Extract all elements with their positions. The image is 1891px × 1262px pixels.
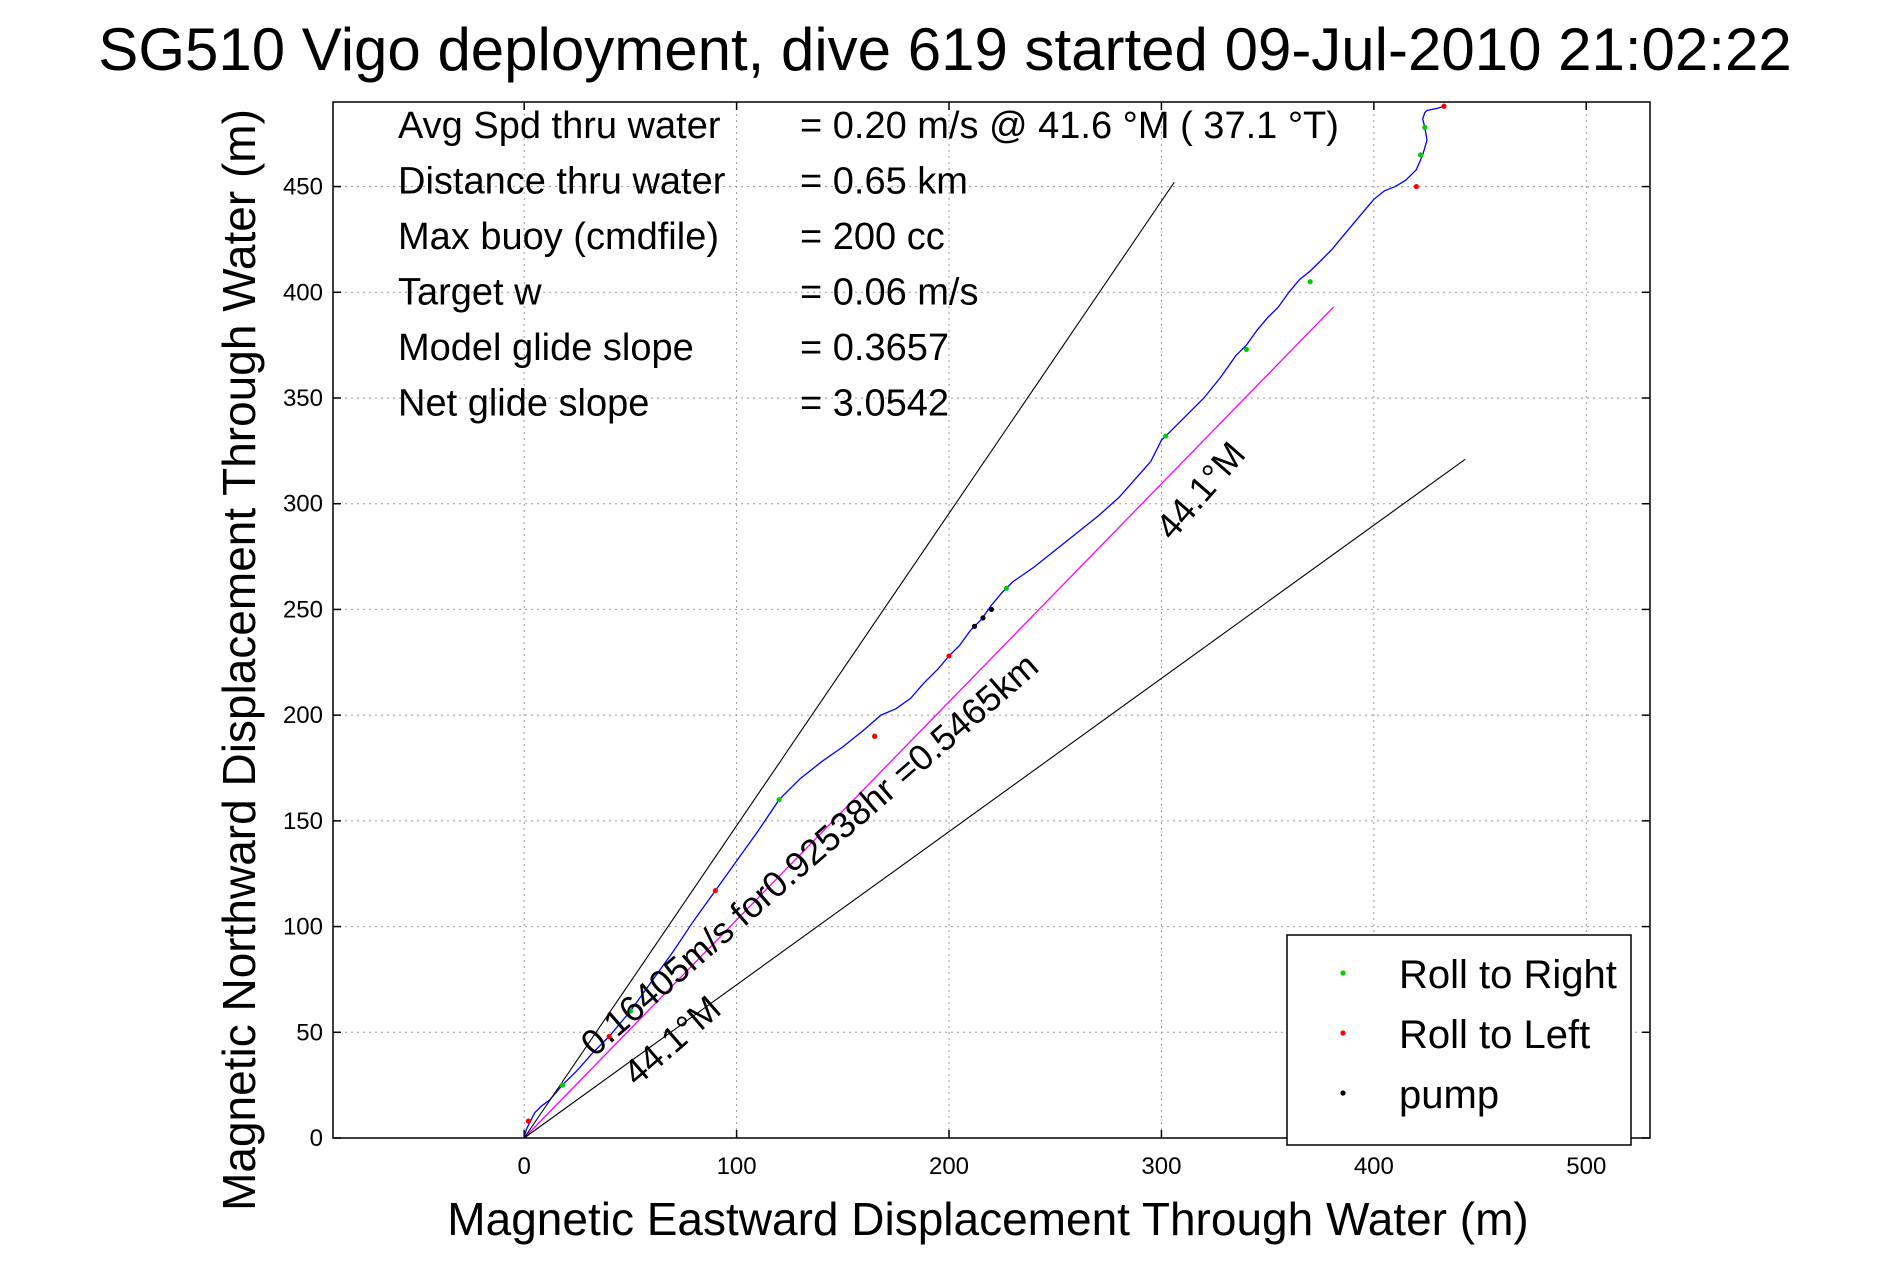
legend-marker bbox=[1340, 1030, 1346, 1036]
x-tick-label: 200 bbox=[929, 1153, 969, 1180]
stat-label: Target w bbox=[398, 272, 542, 314]
chart-annotation: 0.16405m/s for0.92538hr =0.5465km bbox=[573, 645, 1046, 1064]
stat-label: Max buoy (cmdfile) bbox=[398, 216, 719, 258]
stats-panel: Avg Spd thru water = 0.20 m/s @ 41.6 °M (… bbox=[398, 105, 1339, 425]
marker-point bbox=[872, 733, 878, 739]
annotations: 0.16405m/s for0.92538hr =0.5465km44.1°M4… bbox=[573, 434, 1254, 1094]
marker-point bbox=[971, 623, 978, 629]
marker-point bbox=[980, 615, 986, 621]
stat-label: Model glide slope bbox=[398, 327, 694, 369]
legend-marker bbox=[1340, 970, 1346, 976]
y-tick-label: 200 bbox=[283, 702, 323, 729]
marker-point bbox=[606, 1033, 612, 1040]
axis-ticks: 0 100 200 300 400 500 0 50 100 150 200 250 300 350 400… bbox=[283, 102, 1650, 1180]
fit-line bbox=[523, 306, 1334, 1139]
stat-value: = 0.06 m/s bbox=[800, 272, 978, 314]
marker-point bbox=[1441, 103, 1447, 109]
legend-box bbox=[1286, 934, 1632, 1146]
marker-point bbox=[627, 1008, 633, 1014]
marker-point bbox=[559, 1082, 566, 1088]
legend-marker bbox=[1340, 1090, 1346, 1096]
x-tick-label: 400 bbox=[1354, 1153, 1394, 1180]
y-tick-label: 350 bbox=[283, 385, 323, 412]
x-tick-label: 100 bbox=[717, 1153, 757, 1180]
y-tick-label: 300 bbox=[283, 491, 323, 518]
x-tick-label: 500 bbox=[1566, 1153, 1606, 1180]
legend-entry: pump bbox=[1399, 1073, 1499, 1117]
series-group bbox=[523, 103, 1466, 1139]
y-tick-label: 150 bbox=[283, 808, 323, 835]
marker-point bbox=[776, 797, 782, 803]
marker-point bbox=[1003, 585, 1009, 591]
x-tick-label: 0 bbox=[517, 1153, 530, 1180]
x-tick-label: 300 bbox=[1141, 1153, 1181, 1180]
marker-point bbox=[1243, 346, 1250, 352]
y-tick-label: 400 bbox=[283, 279, 323, 306]
stat-value: = 3.0542 bbox=[800, 383, 949, 425]
y-axis-label: Magnetic Northward Displacement Through … bbox=[213, 109, 265, 1211]
marker-point bbox=[1417, 152, 1424, 158]
stat-value: = 0.3657 bbox=[800, 327, 949, 369]
stat-label: Distance thru water bbox=[398, 161, 726, 203]
marker-point bbox=[712, 888, 718, 894]
marker-point bbox=[1413, 183, 1419, 190]
y-tick-label: 50 bbox=[296, 1019, 323, 1046]
stat-value: = 0.65 km bbox=[800, 161, 968, 203]
y-tick-label: 0 bbox=[310, 1125, 323, 1152]
stat-value: = 200 cc bbox=[800, 216, 945, 258]
marker-point bbox=[946, 653, 952, 659]
grid bbox=[333, 102, 1650, 1139]
marker-point bbox=[1307, 279, 1313, 285]
track-line bbox=[523, 105, 1445, 1139]
chart-title: SG510 Vigo deployment, dive 619 started … bbox=[98, 16, 1791, 83]
y-tick-label: 450 bbox=[283, 174, 323, 201]
legend: Roll to Right Roll to Left pump bbox=[1286, 934, 1632, 1146]
marker-point bbox=[988, 606, 995, 613]
stat-label: Net glide slope bbox=[398, 383, 649, 425]
y-tick-label: 250 bbox=[283, 596, 323, 623]
heading-bound-line bbox=[523, 181, 1175, 1139]
x-axis-label: Magnetic Eastward Displacement Through W… bbox=[447, 1193, 1528, 1245]
heading-bound-line bbox=[523, 458, 1466, 1139]
legend-entry: Roll to Right bbox=[1399, 953, 1617, 997]
y-tick-label: 100 bbox=[283, 914, 323, 941]
plot-area bbox=[332, 101, 1651, 1139]
marker-point bbox=[1163, 433, 1169, 439]
stat-label: Avg Spd thru water bbox=[398, 105, 721, 147]
chart-annotation: 44.1°M bbox=[1147, 434, 1253, 547]
marker-point bbox=[1422, 124, 1428, 130]
legend-entry: Roll to Left bbox=[1399, 1013, 1590, 1057]
stat-value: = 0.20 m/s @ 41.6 °M ( 37.1 °T) bbox=[800, 105, 1339, 147]
marker-point bbox=[525, 1118, 532, 1124]
